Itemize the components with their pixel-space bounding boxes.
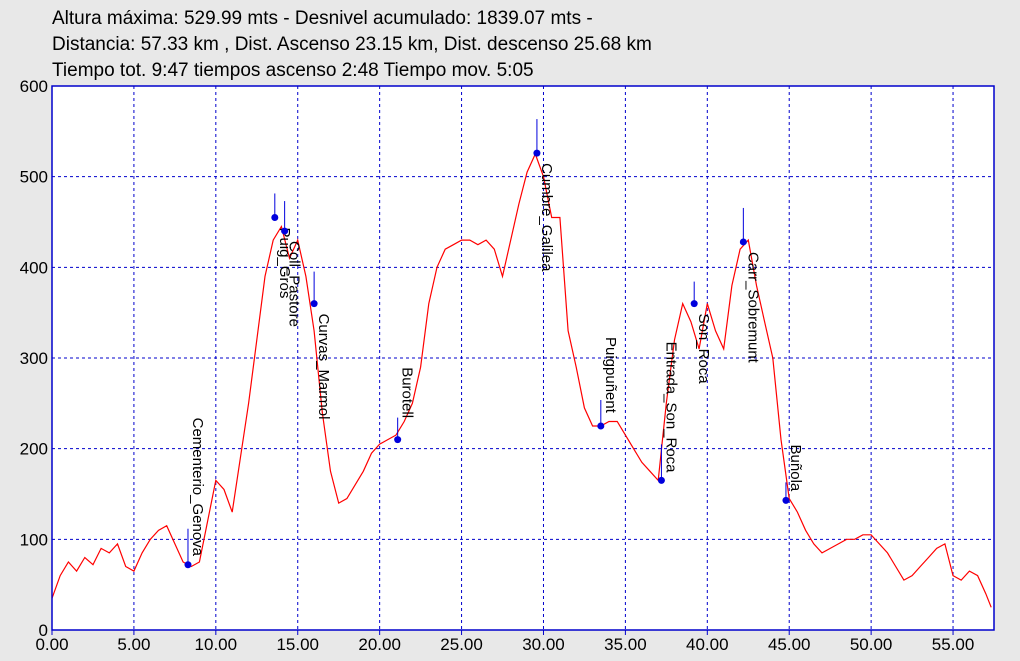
waypoint: Son_Roca <box>690 281 712 385</box>
x-tick-label: 15.00 <box>276 635 319 654</box>
x-tick-label: 40.00 <box>686 635 729 654</box>
x-tick-label: 25.00 <box>440 635 483 654</box>
y-tick-label: 200 <box>20 440 48 459</box>
waypoint-label: Buñola <box>787 445 804 492</box>
waypoint-label: Cumbre_Galilea <box>538 163 555 272</box>
stats-header: Altura máxima: 529.99 mts - Desnivel acu… <box>52 6 1012 84</box>
x-tick-label: 20.00 <box>358 635 401 654</box>
x-tick-label: 50.00 <box>850 635 893 654</box>
plot-frame <box>51 85 995 631</box>
y-tick-label: 100 <box>20 530 48 549</box>
x-tick-label: 0.00 <box>35 635 68 654</box>
y-tick-label: 400 <box>20 258 48 277</box>
waypoint: Buñola <box>782 445 804 504</box>
waypoint: Coll_Pastore <box>281 201 303 327</box>
x-tick-label: 30.00 <box>522 635 565 654</box>
y-tick-label: 300 <box>20 349 48 368</box>
waypoint: Carr_Sobremunt <box>739 207 761 364</box>
waypoint: Burotell <box>394 367 416 444</box>
waypoint-marker <box>533 149 541 157</box>
waypoint-marker <box>310 300 318 308</box>
y-tick-label: 0 <box>39 621 48 640</box>
waypoint-label: Puig_Gros <box>276 227 293 298</box>
x-tick-label: 45.00 <box>768 635 811 654</box>
x-tick-label: 5.00 <box>117 635 150 654</box>
grid-lines <box>52 86 994 630</box>
waypoint-marker <box>739 238 747 246</box>
waypoint-marker <box>597 422 605 430</box>
waypoint-marker <box>782 496 790 504</box>
y-tick-label: 500 <box>20 168 48 187</box>
waypoint-label: Puigpuñent <box>602 337 619 414</box>
waypoint-label: Burotell <box>399 367 416 418</box>
waypoint-label: Coll_Pastore <box>286 241 303 327</box>
y-tick-label: 600 <box>20 77 48 96</box>
stats-line-2: Distancia: 57.33 km , Dist. Ascenso 23.1… <box>52 34 652 55</box>
waypoint: Cumbre_Galilea <box>533 119 555 272</box>
waypoint-marker <box>184 561 192 569</box>
waypoint: Cementerio_Genova <box>184 418 206 569</box>
stats-line-1: Altura máxima: 529.99 mts - Desnivel acu… <box>52 8 593 29</box>
x-tick-label: 35.00 <box>604 635 647 654</box>
waypoint-marker <box>271 213 279 221</box>
waypoint-marker <box>657 476 665 484</box>
waypoint: Puigpuñent <box>597 337 619 430</box>
x-tick-label: 10.00 <box>195 635 238 654</box>
waypoint-label: Entrada_Son_Roca <box>662 342 679 474</box>
waypoint: Entrada_Son_Roca <box>657 342 679 484</box>
axis-ticks: 0.00 5.00 10.00 15.00 20.00 25.00 30.00 35.00 40… <box>20 77 975 654</box>
waypoint-label: Son_Roca <box>695 314 712 385</box>
waypoint-label: Curvas_Marmol <box>315 314 332 420</box>
waypoint: Curvas_Marmol <box>310 271 332 420</box>
waypoint-marker <box>690 300 698 308</box>
waypoint: Puig_Gros <box>271 193 293 298</box>
waypoint-marker <box>394 436 402 444</box>
waypoint-marker <box>281 227 289 235</box>
x-tick-label: 55.00 <box>932 635 975 654</box>
waypoint-label: Cementerio_Genova <box>189 418 206 557</box>
stats-line-3: Tiempo tot. 9:47 tiempos ascenso 2:48 Ti… <box>52 60 534 81</box>
elevation-profile-line <box>51 152 992 608</box>
waypoint-label: Carr_Sobremunt <box>744 252 761 364</box>
